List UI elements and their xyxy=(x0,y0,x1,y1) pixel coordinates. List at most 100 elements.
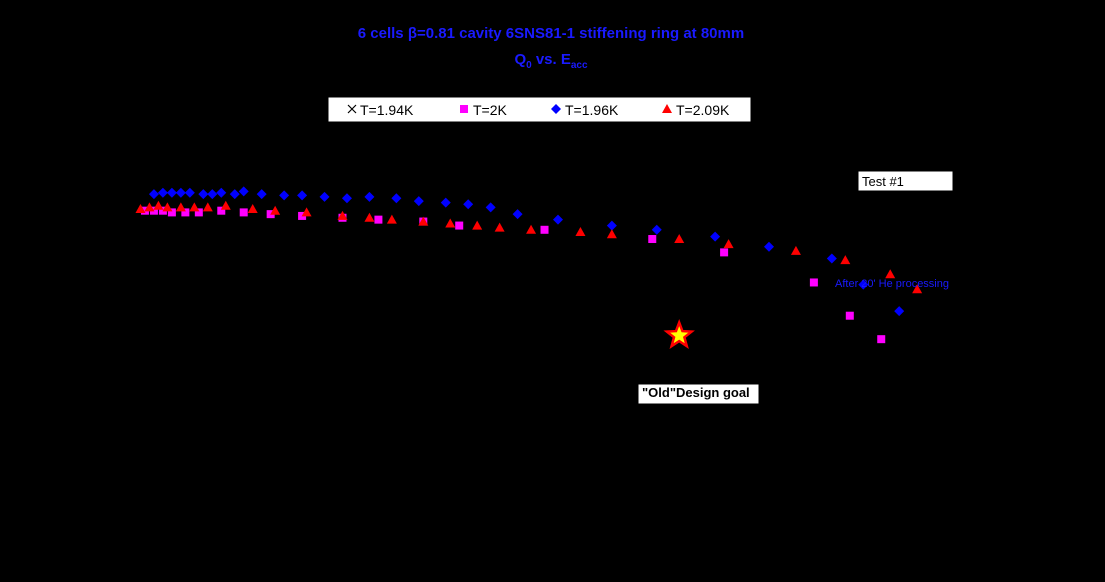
data-point-square xyxy=(455,221,464,230)
data-point-triangle xyxy=(575,226,586,236)
data-point-diamond xyxy=(413,196,424,207)
data-point-square xyxy=(374,215,383,224)
legend-item-1: T=1.94K xyxy=(347,102,414,118)
data-point-diamond xyxy=(463,199,474,210)
data-point-triangle xyxy=(247,204,258,214)
x-tick-label: 19 xyxy=(973,514,987,529)
x-axis-label: Eacc [MV/m] xyxy=(508,540,581,560)
data-point-diamond xyxy=(858,279,869,290)
chart-subtitle: Q0 vs. Eacc xyxy=(514,51,588,71)
processing-annotation: After 20' He processing xyxy=(835,278,949,290)
data-point-diamond xyxy=(256,189,267,200)
x-tick-label: 2 xyxy=(213,514,220,529)
data-point-diamond xyxy=(238,186,249,197)
data-point-diamond xyxy=(440,197,451,208)
data-point-triangle xyxy=(220,200,231,210)
data-point-diamond xyxy=(391,193,402,204)
data-point-diamond xyxy=(148,189,159,200)
test-label-text: Test #1 xyxy=(862,174,904,189)
y-tick-label: 1.00E+11 xyxy=(59,143,114,158)
design-goal-label-text: "Old"Design goal xyxy=(642,385,750,400)
data-point-triangle xyxy=(175,202,186,212)
data-point-diamond xyxy=(826,253,837,264)
data-point-triangle xyxy=(526,224,537,234)
y-tick-label: 1.00E+09 xyxy=(58,493,114,508)
y-axis-label: Q0 xyxy=(23,314,42,330)
data-point-square xyxy=(239,208,248,217)
data-point-diamond xyxy=(606,220,617,231)
data-point-triangle xyxy=(445,218,456,228)
x-tick-label: 6 xyxy=(393,514,400,529)
x-tick-label: 12 xyxy=(659,514,673,529)
x-tick-label: 14 xyxy=(748,514,762,529)
data-point-square xyxy=(540,225,549,234)
data-point-square xyxy=(181,208,190,217)
data-point-triangle xyxy=(189,202,200,212)
y-tick-label: 1.00E+10 xyxy=(58,318,114,333)
legend-label: T=1.94K xyxy=(360,102,414,118)
data-point-triangle xyxy=(270,205,281,215)
legend-box xyxy=(327,96,752,123)
data-point-diamond xyxy=(297,190,308,201)
legend-triangle-marker xyxy=(662,104,672,113)
legend-diamond-marker xyxy=(551,104,561,114)
legend-item-3: T=1.96K xyxy=(551,102,619,118)
data-point-diamond xyxy=(710,231,721,242)
x-tick-label: 5 xyxy=(348,514,355,529)
data-point-triangle xyxy=(494,222,505,232)
data-point-triangle xyxy=(674,234,685,244)
data-point-diamond xyxy=(319,191,330,202)
data-point-triangle xyxy=(472,220,483,230)
legend: T=1.94K T=2K T=1.96K T=2.09K xyxy=(327,96,752,123)
data-point-square xyxy=(877,335,886,344)
data-point-triangle xyxy=(144,202,155,212)
data-point-triangle xyxy=(135,204,146,214)
data-point-triangle xyxy=(723,239,734,249)
x-tick-label: 16 xyxy=(838,514,852,529)
x-tick-label: 18 xyxy=(928,514,942,529)
x-tick-label: 4 xyxy=(303,514,310,529)
legend-label: T=1.96K xyxy=(565,102,619,118)
data-point-triangle xyxy=(337,210,348,220)
data-point-square xyxy=(194,208,203,217)
legend-x-marker xyxy=(347,104,357,114)
x-tick-label: 9 xyxy=(527,514,534,529)
data-point-square xyxy=(845,311,854,320)
x-tick-label: 7 xyxy=(438,514,445,529)
legend-label: T=2K xyxy=(473,102,508,118)
data-point-triangle xyxy=(912,284,923,294)
data-point-diamond xyxy=(216,187,227,198)
data-point-diamond xyxy=(157,187,168,198)
design-goal-label-box: "Old"Design goal xyxy=(637,383,760,405)
data-point-diamond xyxy=(184,187,195,198)
data-point-diamond xyxy=(175,187,186,198)
x-tick-label: 3 xyxy=(258,514,265,529)
data-point-triangle xyxy=(606,229,617,239)
design-goal-star xyxy=(663,319,695,349)
data-point-square xyxy=(648,235,657,244)
chart-title: 6 cells β=0.81 cavity 6SNS81-1 stiffenin… xyxy=(358,25,744,42)
x-tick-label: 10 xyxy=(569,514,583,529)
data-point-triangle xyxy=(840,255,851,265)
data-point-triangle xyxy=(153,200,164,210)
legend-item-4: T=2.09K xyxy=(662,102,730,118)
data-point-diamond xyxy=(166,187,177,198)
legend-label: T=2.09K xyxy=(676,102,730,118)
data-point-triangle xyxy=(364,212,375,222)
x-tick-label: 13 xyxy=(703,514,717,529)
y-tick-labels: 1.00E+09 1.00E+10 1.00E+11 xyxy=(58,143,114,508)
legend-square-marker xyxy=(460,105,468,113)
legend-item-2: T=2K xyxy=(460,102,508,118)
x-tick-label: 17 xyxy=(883,514,897,529)
data-point-diamond xyxy=(364,191,375,202)
data-points xyxy=(135,186,923,344)
x-tick-labels: 0 1 2 3 4 5 6 7 8 9 10 11 12 13 14 15 16 17 18 19 xyxy=(123,514,987,529)
data-point-square xyxy=(720,248,729,257)
data-point-diamond xyxy=(198,189,209,200)
data-point-diamond xyxy=(763,241,774,252)
data-point-diamond xyxy=(894,306,905,317)
data-point-triangle xyxy=(418,216,429,226)
data-point-square xyxy=(217,206,226,215)
